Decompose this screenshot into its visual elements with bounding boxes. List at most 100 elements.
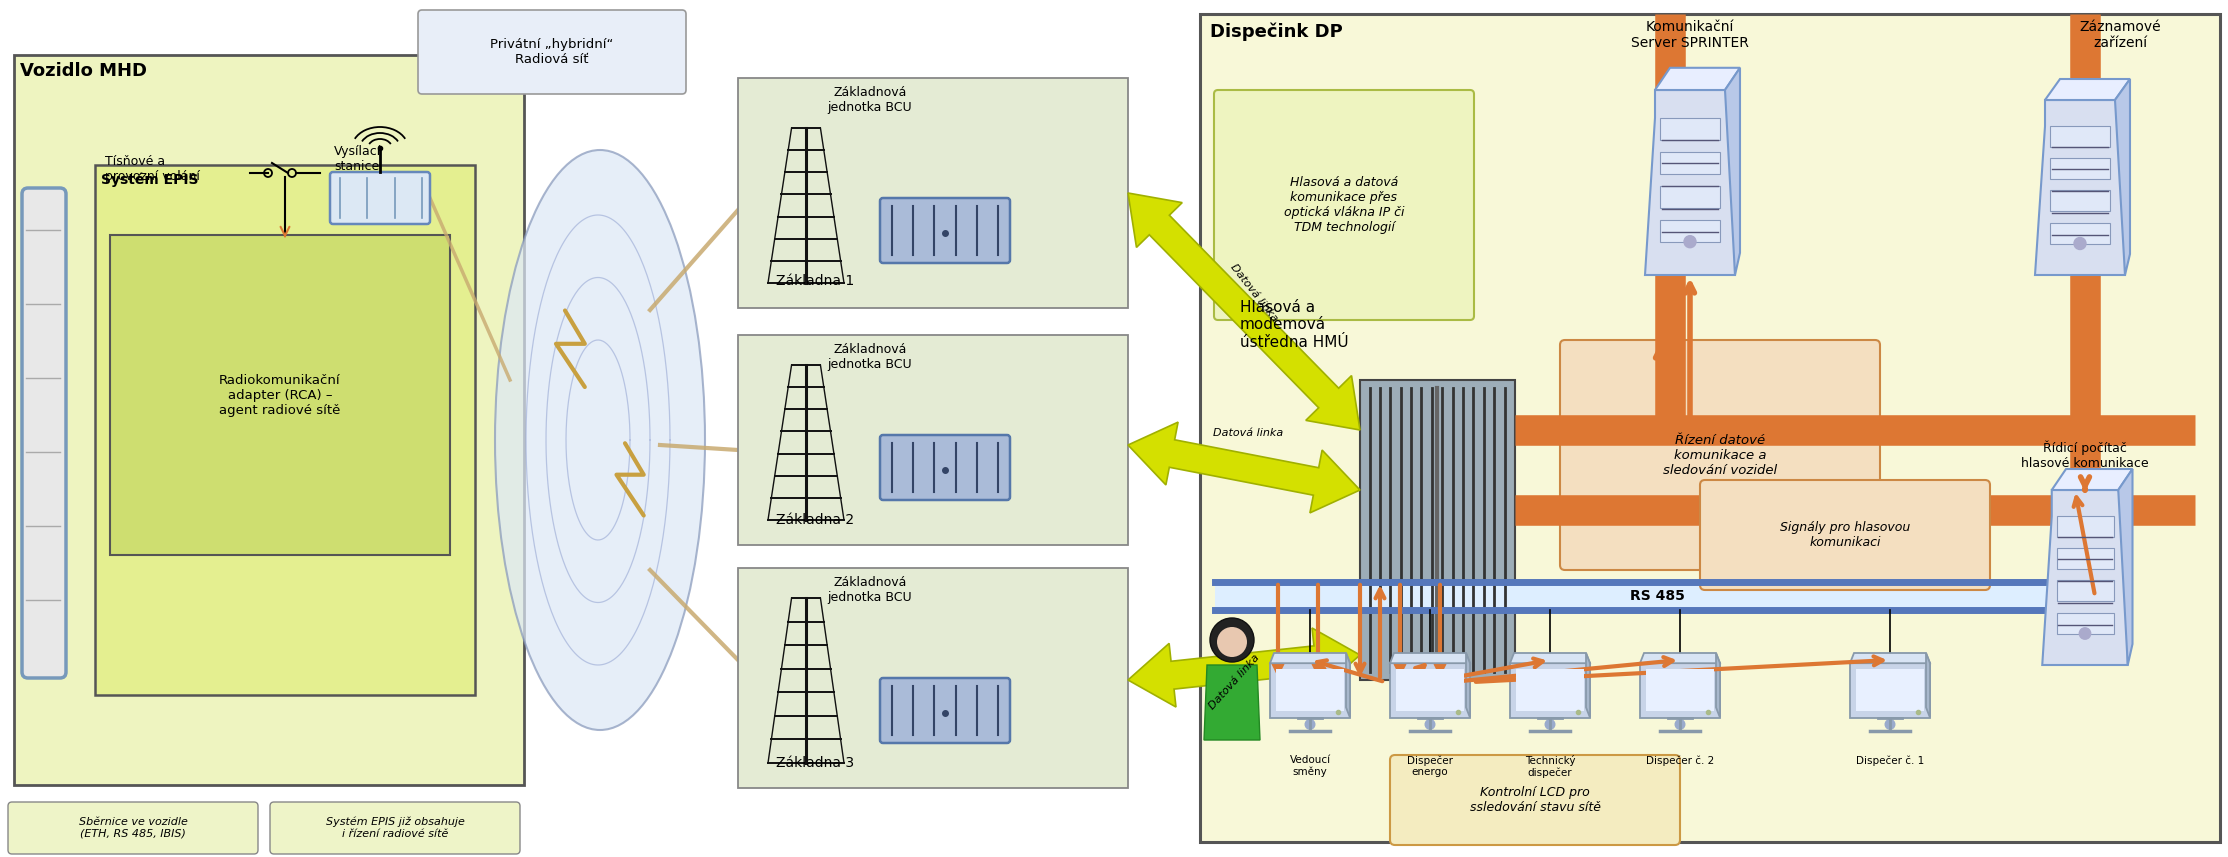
Bar <box>1359 380 1515 680</box>
Circle shape <box>2079 628 2090 639</box>
Polygon shape <box>2052 469 2132 490</box>
Text: Dispečink DP: Dispečink DP <box>1210 22 1343 40</box>
Polygon shape <box>1849 653 1929 663</box>
Polygon shape <box>1655 68 1740 90</box>
Text: Základna 1: Základna 1 <box>775 274 853 288</box>
Polygon shape <box>1640 653 1720 663</box>
Circle shape <box>1675 720 1684 729</box>
Polygon shape <box>2056 548 2114 569</box>
Polygon shape <box>1390 653 1470 663</box>
Text: Vozidlo MHD: Vozidlo MHD <box>20 62 147 80</box>
Polygon shape <box>2045 79 2130 100</box>
Circle shape <box>1885 720 1894 729</box>
Text: Základna 2: Základna 2 <box>775 513 853 527</box>
Polygon shape <box>1270 653 1350 663</box>
Bar <box>96 165 475 695</box>
Bar <box>1277 668 1343 710</box>
Text: Privátní „hybridní“
Radiová síť: Privátní „hybridní“ Radiová síť <box>490 38 613 66</box>
Bar <box>1856 668 1923 710</box>
Polygon shape <box>1660 117 1720 140</box>
Polygon shape <box>2056 516 2114 537</box>
Ellipse shape <box>495 150 704 730</box>
Circle shape <box>1684 236 1696 248</box>
Circle shape <box>1426 720 1435 729</box>
Text: Vysílací
stanice: Vysílací stanice <box>334 145 381 173</box>
Text: Signály pro hlasovou
komunikaci: Signály pro hlasovou komunikaci <box>1780 521 1909 549</box>
Circle shape <box>2074 237 2085 249</box>
Bar <box>737 78 1127 308</box>
Polygon shape <box>1660 219 1720 242</box>
Text: Dispečer č. 1: Dispečer č. 1 <box>1856 755 1925 765</box>
Text: Radiokomunikační
adapter (RCA) –
agent radiové sítě: Radiokomunikační adapter (RCA) – agent r… <box>218 374 341 417</box>
Text: Základnová
jednotka BCU: Základnová jednotka BCU <box>827 576 911 604</box>
Polygon shape <box>1127 423 1359 512</box>
Polygon shape <box>1466 653 1470 717</box>
Bar <box>737 335 1127 545</box>
Bar <box>1646 668 1713 710</box>
Polygon shape <box>1511 653 1591 663</box>
Text: RS 485: RS 485 <box>1629 589 1684 603</box>
Polygon shape <box>2043 490 2128 665</box>
Text: Systém EPIS již obsahuje
i řízení radiové sítě: Systém EPIS již obsahuje i řízení radiov… <box>325 817 463 839</box>
FancyBboxPatch shape <box>419 10 686 94</box>
FancyBboxPatch shape <box>880 435 1009 500</box>
Text: Řízení datové
komunikace a
sledování vozidel: Řízení datové komunikace a sledování voz… <box>1662 434 1778 476</box>
FancyBboxPatch shape <box>880 198 1009 263</box>
Text: Sběrnice ve vozidle
(ETH, RS 485, IBIS): Sběrnice ve vozidle (ETH, RS 485, IBIS) <box>78 818 187 839</box>
FancyBboxPatch shape <box>22 188 67 678</box>
Text: Základna 3: Základna 3 <box>775 756 853 770</box>
FancyBboxPatch shape <box>330 172 430 224</box>
Polygon shape <box>1127 628 1359 707</box>
Polygon shape <box>1127 193 1359 430</box>
Text: Datová linka: Datová linka <box>1212 428 1283 438</box>
Polygon shape <box>1203 665 1261 740</box>
Polygon shape <box>2050 190 2110 212</box>
Text: Hlasová a datová
komunikace přes
optická vlákna IP či
TDM technologií: Hlasová a datová komunikace přes optická… <box>1283 176 1404 234</box>
Circle shape <box>1216 627 1248 657</box>
Bar <box>109 235 450 555</box>
Polygon shape <box>1640 663 1720 717</box>
Text: Řídicí počítač
hlasové komunikace: Řídicí počítač hlasové komunikace <box>2021 440 2148 470</box>
Polygon shape <box>2034 100 2126 275</box>
Polygon shape <box>1511 663 1591 717</box>
Text: Kontrolní LCD pro
ssledování stavu sítě: Kontrolní LCD pro ssledování stavu sítě <box>1470 786 1600 814</box>
Polygon shape <box>1724 68 1740 275</box>
Text: Vedoucí
směny: Vedoucí směny <box>1290 755 1330 777</box>
Polygon shape <box>1644 90 1736 275</box>
Text: Dispečer č. 2: Dispečer č. 2 <box>1646 755 1713 765</box>
FancyBboxPatch shape <box>1700 480 1990 590</box>
Text: Technický
dispečer: Technický dispečer <box>1524 755 1575 778</box>
Bar <box>13 55 524 785</box>
Circle shape <box>1210 618 1254 662</box>
Text: Systém EPIS: Systém EPIS <box>100 172 198 187</box>
Bar <box>1397 668 1464 710</box>
Text: Tísňové a
provozní volání: Tísňové a provozní volání <box>105 155 201 183</box>
Polygon shape <box>1346 653 1350 717</box>
Text: Komunikační
Server SPRINTER: Komunikační Server SPRINTER <box>1631 20 1749 50</box>
Polygon shape <box>1660 152 1720 174</box>
Text: Záznamové
zařízení: Záznamové zařízení <box>2079 20 2161 50</box>
Polygon shape <box>1660 186 1720 207</box>
Bar <box>737 568 1127 788</box>
Polygon shape <box>1925 653 1929 717</box>
FancyBboxPatch shape <box>1214 90 1475 320</box>
Text: Datová linka: Datová linka <box>1228 262 1279 324</box>
Text: Hlasová a
modemová
ústředna HMÚ: Hlasová a modemová ústředna HMÚ <box>1241 300 1348 350</box>
Text: Základnová
jednotka BCU: Základnová jednotka BCU <box>827 343 911 371</box>
Polygon shape <box>1586 653 1591 717</box>
Polygon shape <box>2056 580 2114 602</box>
Text: Datová linka: Datová linka <box>1208 652 1261 711</box>
Polygon shape <box>2050 159 2110 179</box>
Text: Základnová
jednotka BCU: Základnová jednotka BCU <box>827 86 911 114</box>
Polygon shape <box>1390 663 1470 717</box>
Bar <box>1214 582 2101 610</box>
Polygon shape <box>1270 663 1350 717</box>
Polygon shape <box>2056 613 2114 633</box>
Bar <box>1517 668 1584 710</box>
Polygon shape <box>1716 653 1720 717</box>
Circle shape <box>1306 720 1315 729</box>
Bar <box>1201 14 2219 842</box>
Text: Dispečer
energo: Dispečer energo <box>1408 755 1453 777</box>
FancyBboxPatch shape <box>270 802 519 854</box>
Polygon shape <box>2050 223 2110 243</box>
